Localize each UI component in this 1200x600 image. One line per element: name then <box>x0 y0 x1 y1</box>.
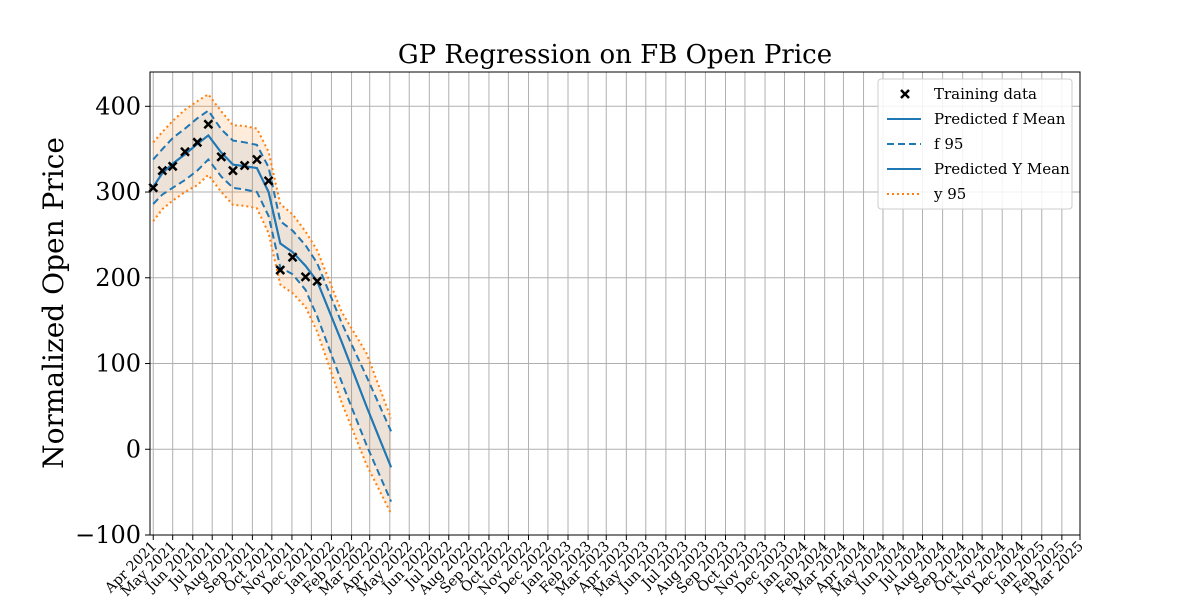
training-point <box>239 160 250 171</box>
training-point-stroke <box>300 272 311 282</box>
y-axis-label: Normalized Open Price <box>37 137 70 469</box>
y-tick-label: 100 <box>95 350 141 378</box>
y-tick-label: 300 <box>95 178 141 206</box>
legend-item: Predicted f Mean <box>887 110 1066 128</box>
y-tick-label: 0 <box>126 435 141 463</box>
y-tick-label: −100 <box>75 521 141 549</box>
training-point-stroke <box>239 160 250 171</box>
training-point <box>203 119 214 130</box>
training-point-stroke <box>287 252 298 263</box>
training-point <box>157 165 168 176</box>
legend-item: Predicted Y Mean <box>887 160 1070 178</box>
y-tick-label: 200 <box>95 264 141 292</box>
training-point-stroke <box>275 265 286 275</box>
training-point <box>300 272 311 282</box>
training-point <box>312 276 323 287</box>
training-point <box>216 151 227 162</box>
training-point <box>192 137 203 148</box>
f95-lower-line <box>152 157 393 502</box>
training-point <box>148 182 159 193</box>
training-point-stroke <box>228 165 238 176</box>
training-point-stroke <box>203 119 214 130</box>
y-tick-label: 400 <box>95 92 141 120</box>
series-lines <box>152 92 393 515</box>
training-point-stroke <box>157 165 168 176</box>
y95-upper-line <box>152 92 393 419</box>
y95-lower-line <box>152 173 392 515</box>
training-point <box>167 161 178 172</box>
legend-swatch <box>900 89 910 99</box>
plot-frame <box>149 71 1081 536</box>
training-point <box>263 176 274 186</box>
legend-label: y 95 <box>933 185 966 203</box>
training-point-stroke <box>180 146 190 157</box>
legend-box <box>877 78 1073 210</box>
training-point <box>180 146 190 157</box>
chart-title: GP Regression on FB Open Price <box>398 40 832 70</box>
legend-label: Training data <box>934 85 1037 103</box>
training-point <box>287 252 298 263</box>
legend: Training data Predicted f Mean f 95 Predict… <box>877 78 1073 210</box>
y-mean-line <box>152 133 393 468</box>
y-axis-ticks: −100 0 100 200 300 400 <box>75 92 150 549</box>
training-point <box>228 165 238 176</box>
training-point-stroke <box>216 151 227 162</box>
training-point-stroke <box>252 154 262 165</box>
f95-band <box>153 110 392 502</box>
training-point-stroke <box>263 176 274 186</box>
training-point-stroke <box>312 276 323 287</box>
training-points <box>148 119 323 287</box>
training-point-stroke <box>148 182 159 193</box>
legend-label: f 95 <box>934 135 963 153</box>
training-point <box>252 154 262 165</box>
grid-lines <box>150 72 1081 536</box>
legend-label: Predicted f Mean <box>934 110 1066 128</box>
legend-label: Predicted Y Mean <box>934 160 1070 178</box>
training-point-stroke <box>167 161 178 172</box>
legend-item: Training data <box>900 85 1037 103</box>
training-point-stroke <box>192 137 203 148</box>
training-point <box>275 265 286 275</box>
legend-item: y 95 <box>887 185 966 203</box>
legend-item: f 95 <box>887 135 963 153</box>
